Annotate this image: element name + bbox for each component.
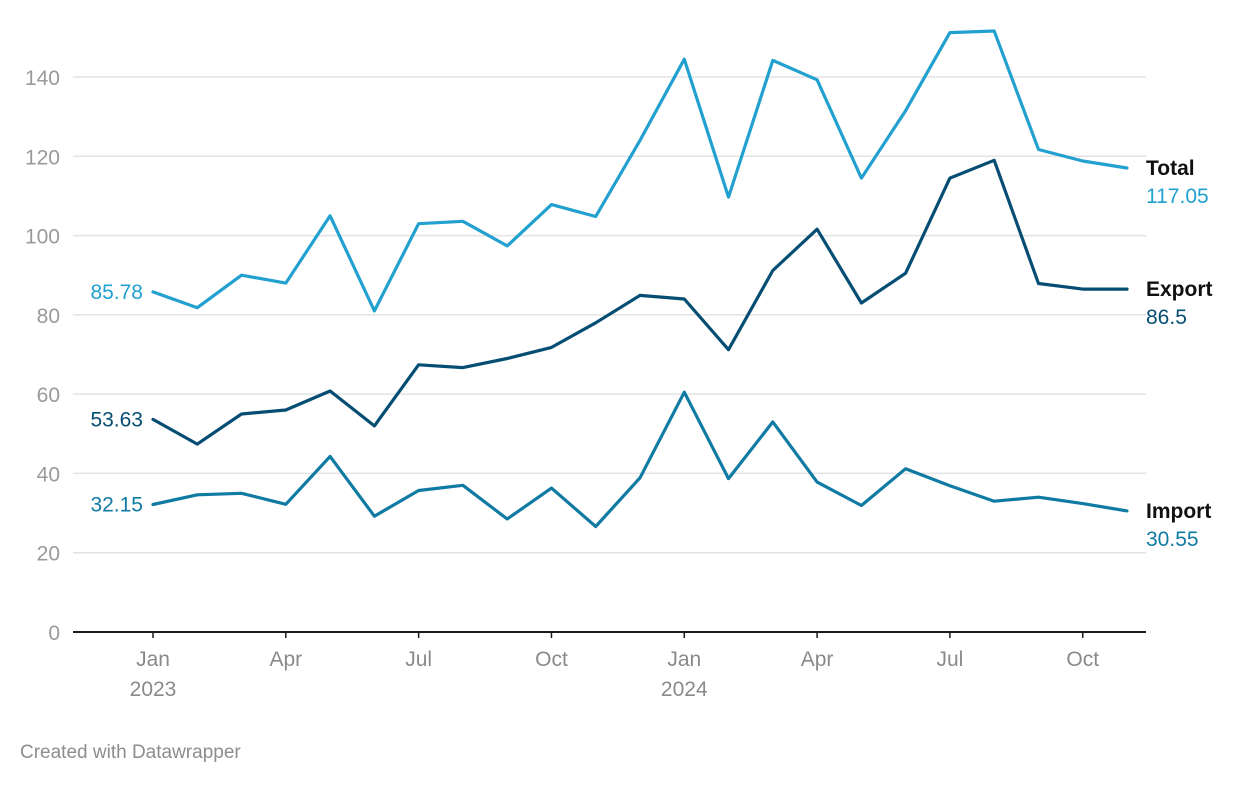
- x-axis: Jan 2023 Apr Jul Oct Jan 2024 Apr Jul Oct: [130, 632, 1099, 701]
- y-tick-label: 100: [25, 226, 60, 249]
- series-line-import: [151, 390, 1129, 529]
- y-tick-label: 60: [37, 384, 60, 407]
- y-tick-label: 120: [25, 146, 60, 169]
- series-labels: 85.78 Total 117.05 53.63 Export 86.5 32.15 Impo…: [90, 157, 1212, 551]
- x-tick-label: Jul: [936, 648, 963, 671]
- y-tick-label: 80: [37, 305, 60, 328]
- x-tick-year-label: 2023: [130, 678, 177, 701]
- x-tick-label: Jul: [405, 648, 432, 671]
- x-tick-label: Oct: [535, 648, 568, 671]
- y-tick-label: 40: [37, 463, 60, 486]
- x-tick-label: Apr: [801, 648, 834, 671]
- series-name-label-import: Import: [1146, 500, 1211, 523]
- y-tick-label: 140: [25, 67, 60, 90]
- grid-lines: [73, 76, 1146, 633]
- start-value-label-import: 32.15: [90, 494, 143, 517]
- y-tick-label: 20: [37, 543, 60, 566]
- x-tick-label: Apr: [269, 648, 302, 671]
- footer-credit: Created with Datawrapper: [20, 742, 241, 763]
- series-lines: [151, 29, 1129, 529]
- end-value-label-total: 117.05: [1146, 185, 1209, 208]
- line-chart: 0 20 40 60 80 100 120 140 Jan 2023 Apr Jul Oct Jan 20…: [25, 29, 1213, 701]
- start-value-label-total: 85.78: [90, 281, 143, 304]
- series-line-export: [151, 158, 1129, 446]
- start-value-label-export: 53.63: [90, 408, 143, 431]
- y-tick-label: 0: [48, 622, 60, 645]
- x-tick-label: Jan: [667, 648, 701, 671]
- end-value-label-import: 30.55: [1146, 528, 1199, 551]
- end-value-label-export: 86.5: [1146, 306, 1187, 329]
- y-axis-ticks: 0 20 40 60 80 100 120 140: [25, 67, 60, 645]
- x-tick-year-label: 2024: [661, 678, 708, 701]
- series-name-label-export: Export: [1146, 278, 1213, 301]
- series-name-label-total: Total: [1146, 157, 1195, 180]
- series-line-total: [151, 29, 1129, 313]
- x-tick-label: Oct: [1066, 648, 1099, 671]
- x-tick-label: Jan: [136, 648, 170, 671]
